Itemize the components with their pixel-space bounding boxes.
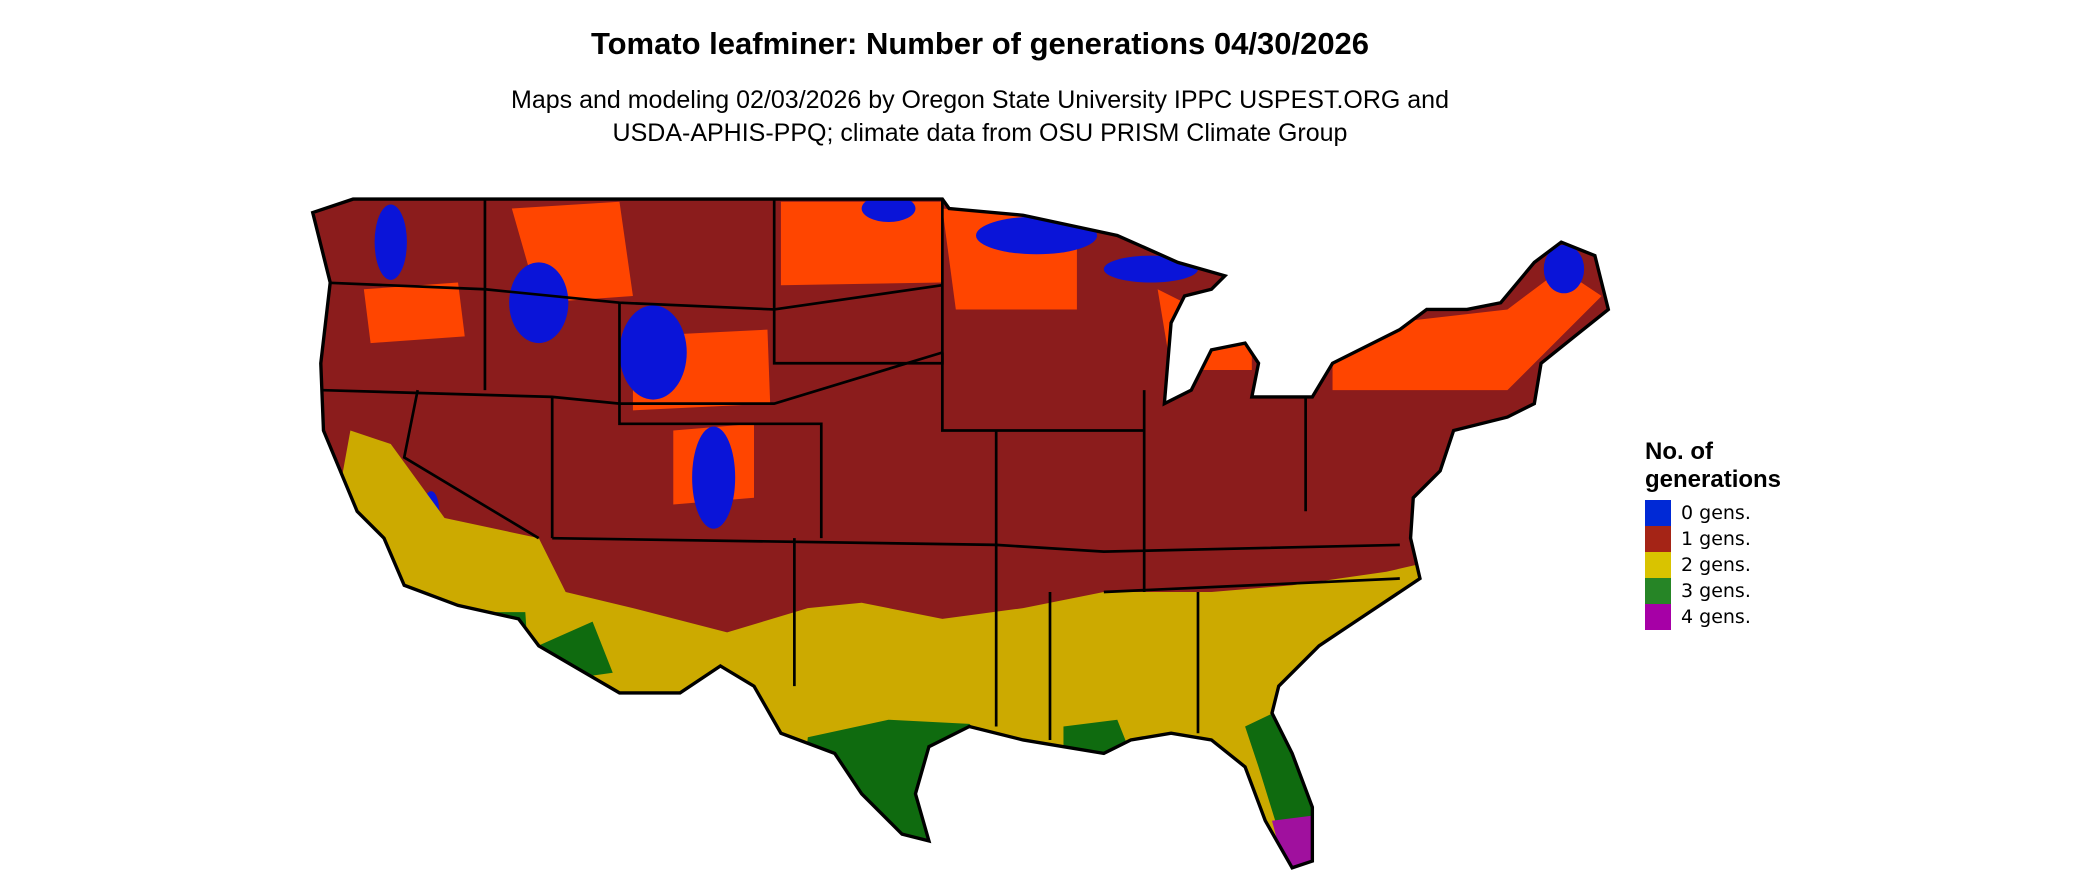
legend-label: 0 gens.	[1681, 502, 1751, 524]
legend-title-line-2: generations	[1645, 466, 1782, 493]
legend-item-0gen: 0 gens.	[1645, 500, 1781, 526]
subtitle-line-2: USDA-APHIS-PPQ; climate data from OSU PR…	[612, 119, 1348, 147]
legend-label: 1 gens.	[1681, 528, 1751, 550]
legend-label: 3 gens.	[1681, 580, 1751, 602]
legend-swatch	[1645, 500, 1671, 526]
legend: No. of generations 0 gens. 1 gens. 2 gen…	[1645, 438, 1781, 630]
legend-label: 4 gens.	[1681, 606, 1751, 628]
legend-title-line-1: No. of	[1645, 438, 1713, 465]
map-subtitle: Maps and modeling 02/03/2026 by Oregon S…	[0, 84, 1960, 150]
legend-swatch	[1645, 552, 1671, 578]
legend-swatch	[1645, 578, 1671, 604]
regions-0gen	[374, 199, 1585, 532]
legend-swatch	[1645, 604, 1671, 630]
subtitle-line-1: Maps and modeling 02/03/2026 by Oregon S…	[511, 86, 1449, 114]
map-title: Tomato leafminer: Number of generations …	[590, 26, 1370, 61]
legend-item-3gen: 3 gens.	[1645, 578, 1781, 604]
legend-swatch	[1645, 526, 1671, 552]
legend-item-2gen: 2 gens.	[1645, 552, 1781, 578]
legend-label: 2 gens.	[1681, 554, 1751, 576]
state-borders	[323, 199, 1400, 740]
legend-item-1gen: 1 gens.	[1645, 526, 1781, 552]
legend-item-4gen: 4 gens.	[1645, 604, 1781, 630]
